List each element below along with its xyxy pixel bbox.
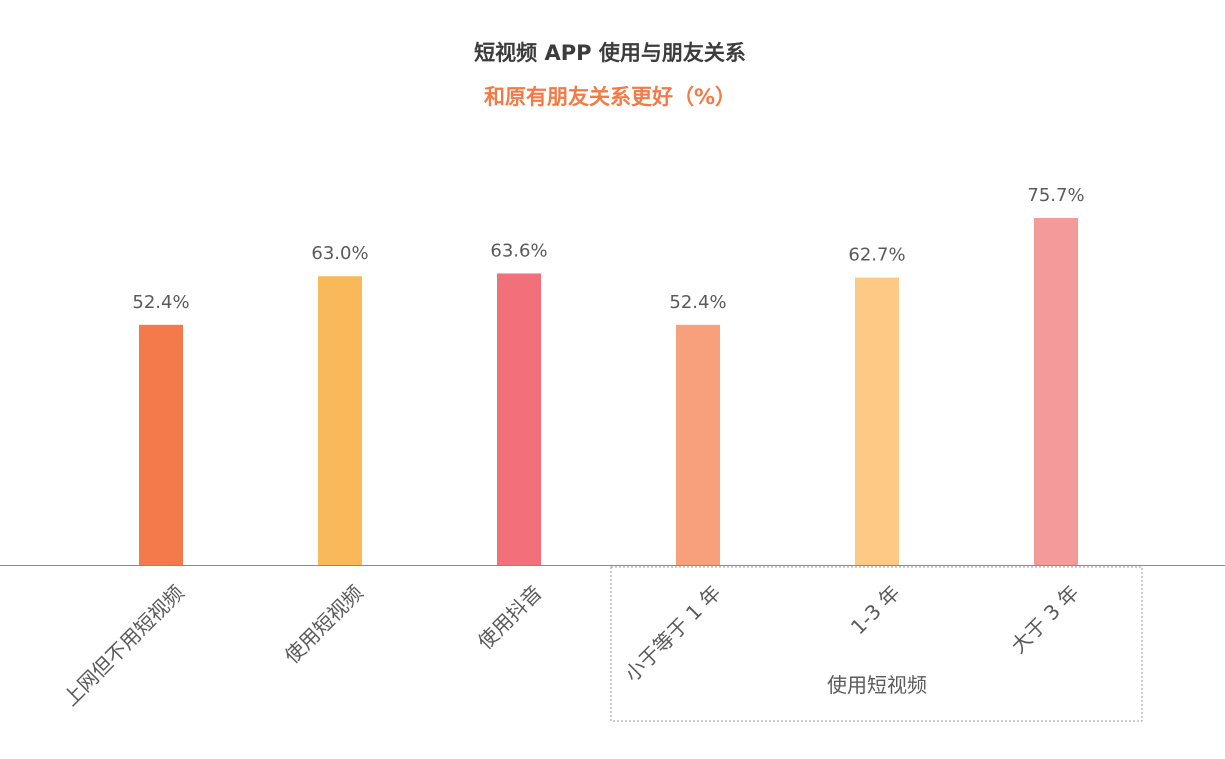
bar-4 <box>676 324 720 565</box>
value-label-4: 52.4% <box>669 292 726 313</box>
bar-5 <box>855 277 899 565</box>
category-label-5: 1-3 年 <box>846 581 905 640</box>
value-label-3: 63.6% <box>490 240 547 261</box>
bar-2 <box>318 276 362 565</box>
bar-series <box>139 218 1078 565</box>
category-labels: 上网但不用短视频 使用短视频 使用抖音 小于等于 1 年 1-3 年大于 3 年 <box>58 581 1083 711</box>
value-labels: 52.4% 63.0% 63.6% 52.4% 62.7% 75.7% <box>132 185 1084 313</box>
bar-3 <box>497 273 541 565</box>
bar-6 <box>1034 218 1078 565</box>
value-label-2: 63.0% <box>311 243 368 264</box>
value-label-5: 62.7% <box>848 245 905 266</box>
value-label-1: 52.4% <box>132 292 189 313</box>
group-bracket <box>610 566 1143 722</box>
chart-subtitle: 和原有朋友关系更好（%） <box>484 85 736 109</box>
bar-1 <box>139 324 183 565</box>
value-label-6: 75.7% <box>1027 185 1084 206</box>
category-label-4: 小于等于 1 年 <box>620 581 726 687</box>
category-label-1: 上网但不用短视频 <box>58 581 188 711</box>
chart-title: 短视频 APP 使用与朋友关系 <box>474 41 746 65</box>
category-label-6: 大于 3 年 <box>1006 581 1083 658</box>
group-label: 使用短视频 <box>827 673 927 697</box>
category-label-3: 使用抖音 <box>473 581 547 655</box>
category-label-2: 使用短视频 <box>280 581 368 669</box>
